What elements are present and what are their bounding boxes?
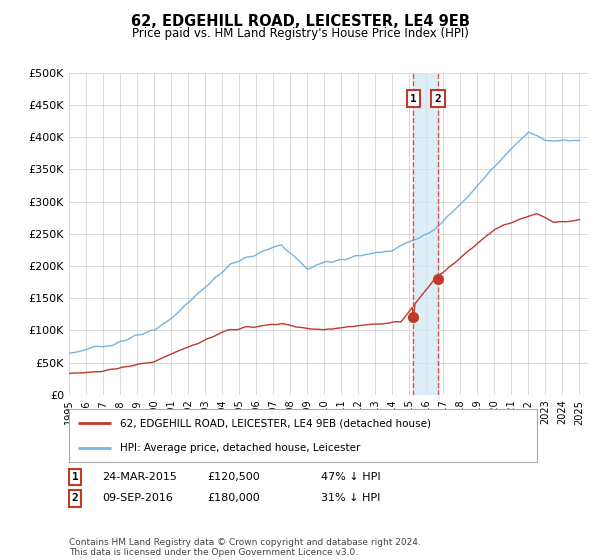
Text: 1: 1 — [71, 472, 79, 482]
Text: 62, EDGEHILL ROAD, LEICESTER, LE4 9EB (detached house): 62, EDGEHILL ROAD, LEICESTER, LE4 9EB (d… — [121, 418, 431, 428]
Text: 2: 2 — [435, 94, 442, 104]
Text: Contains HM Land Registry data © Crown copyright and database right 2024.
This d: Contains HM Land Registry data © Crown c… — [69, 538, 421, 557]
Text: 47% ↓ HPI: 47% ↓ HPI — [321, 472, 380, 482]
Text: 62, EDGEHILL ROAD, LEICESTER, LE4 9EB: 62, EDGEHILL ROAD, LEICESTER, LE4 9EB — [131, 14, 469, 29]
Text: HPI: Average price, detached house, Leicester: HPI: Average price, detached house, Leic… — [121, 442, 361, 452]
Text: £180,000: £180,000 — [207, 493, 260, 503]
Text: 31% ↓ HPI: 31% ↓ HPI — [321, 493, 380, 503]
Text: 09-SEP-2016: 09-SEP-2016 — [102, 493, 173, 503]
Text: £120,500: £120,500 — [207, 472, 260, 482]
Text: 2: 2 — [71, 493, 79, 503]
Text: Price paid vs. HM Land Registry's House Price Index (HPI): Price paid vs. HM Land Registry's House … — [131, 27, 469, 40]
Bar — [413, 73, 438, 395]
Text: 24-MAR-2015: 24-MAR-2015 — [102, 472, 177, 482]
Text: 1: 1 — [410, 94, 416, 104]
